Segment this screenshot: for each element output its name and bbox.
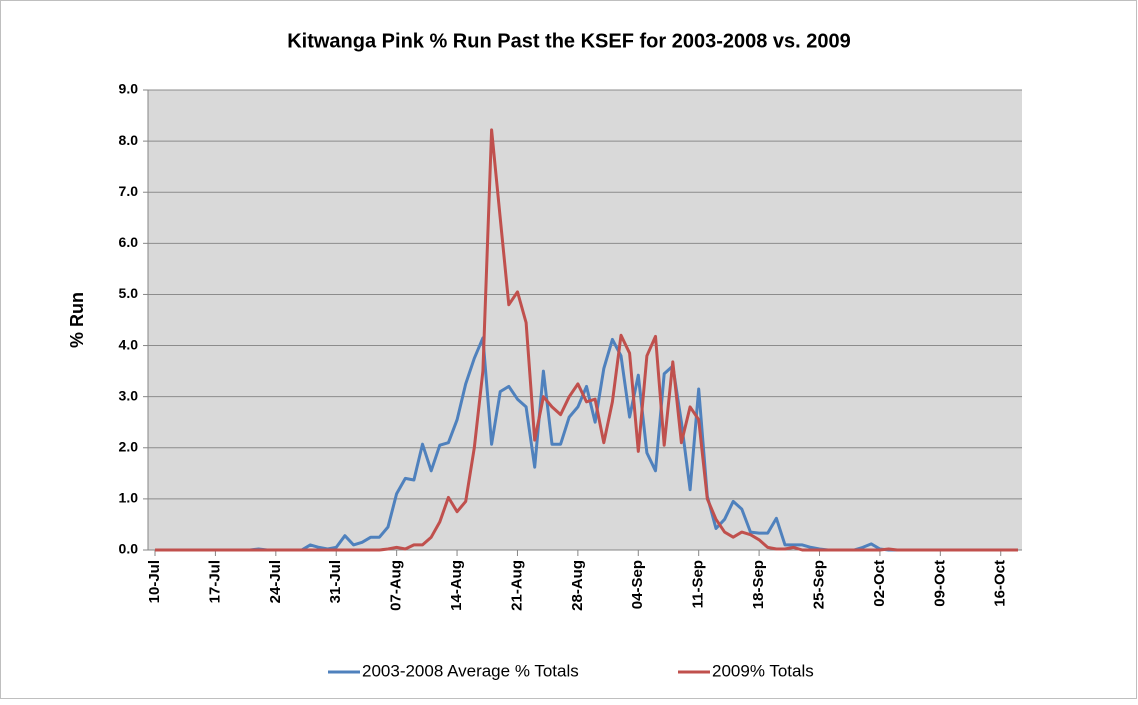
- x-tick-label: 10-Jul: [146, 560, 163, 603]
- y-tick-label: 8.0: [119, 132, 139, 148]
- x-tick-label: 18-Sep: [750, 560, 767, 609]
- x-tick-label: 11-Sep: [690, 560, 707, 608]
- x-tick-label: 07-Aug: [388, 560, 405, 611]
- y-tick-label: 3.0: [119, 387, 139, 403]
- x-tick-label: 28-Aug: [569, 560, 586, 611]
- x-tick-label: 17-Jul: [206, 560, 223, 603]
- x-tick-label: 09-Oct: [931, 560, 948, 607]
- y-axis-label: % Run: [67, 292, 87, 348]
- legend-label: 2003-2008 Average % Totals: [362, 661, 579, 680]
- y-tick-label: 7.0: [119, 183, 139, 199]
- y-tick-label: 4.0: [119, 336, 139, 352]
- y-tick-label: 0.0: [119, 541, 139, 557]
- x-tick-label: 21-Aug: [508, 560, 525, 611]
- x-tick-label: 02-Oct: [871, 560, 888, 607]
- y-tick-label: 6.0: [119, 234, 139, 250]
- legend-label: 2009% Totals: [712, 661, 814, 680]
- y-tick-label: 5.0: [119, 285, 139, 301]
- x-tick-label: 04-Sep: [629, 560, 646, 609]
- y-tick-label: 1.0: [119, 490, 139, 506]
- plot-area: [148, 90, 1022, 550]
- x-tick-label: 24-Jul: [267, 560, 284, 603]
- x-tick-label: 31-Jul: [327, 560, 344, 603]
- chart-title: Kitwanga Pink % Run Past the KSEF for 20…: [287, 30, 851, 52]
- x-tick-label: 16-Oct: [992, 560, 1009, 607]
- x-tick-label: 25-Sep: [810, 560, 827, 609]
- y-tick-label: 2.0: [119, 438, 139, 454]
- y-tick-label: 9.0: [119, 81, 139, 97]
- x-tick-label: 14-Aug: [448, 560, 465, 611]
- series-line: [155, 128, 1018, 552]
